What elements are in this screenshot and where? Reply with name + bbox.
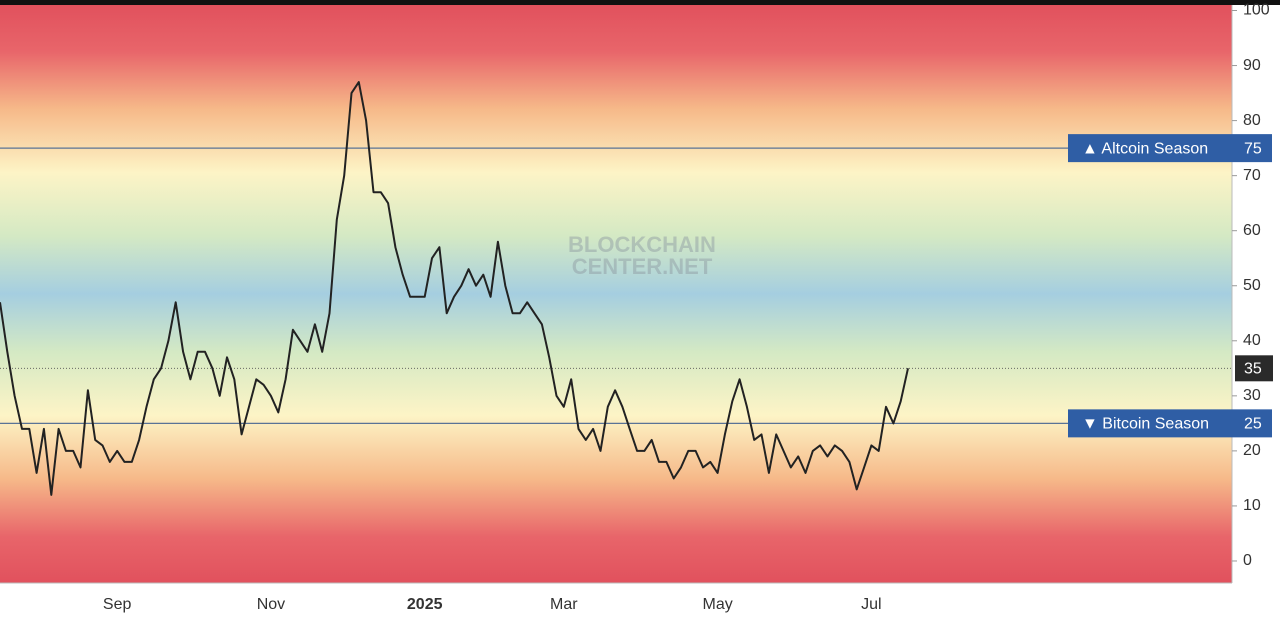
threshold-label: ▲ Altcoin Season: [1082, 140, 1208, 157]
index-line: [0, 81, 909, 496]
watermark: BLOCKCHAIN: [568, 232, 716, 257]
x-tick-label: Sep: [103, 596, 132, 613]
y-tick-label: 100: [1243, 2, 1270, 19]
y-tick-label: 10: [1243, 497, 1261, 514]
y-tick-label: 60: [1243, 222, 1261, 239]
y-tick-label: 50: [1243, 277, 1261, 294]
threshold-value: 25: [1244, 416, 1262, 433]
x-tick-label: Nov: [257, 596, 285, 613]
x-tick-label: 2025: [407, 596, 443, 613]
x-tick-label: Mar: [550, 596, 578, 613]
y-tick-label: 30: [1243, 387, 1261, 404]
plot-background: [0, 5, 1232, 583]
x-tick-label: Jul: [861, 596, 881, 613]
top-bar: [0, 0, 1280, 5]
y-tick-label: 20: [1243, 442, 1261, 459]
x-tick-label: May: [702, 596, 732, 613]
threshold-box: [1068, 134, 1272, 163]
y-tick-label: 70: [1243, 167, 1261, 184]
y-tick-label: 0: [1243, 552, 1252, 569]
threshold-label: ▼ Bitcoin Season: [1082, 416, 1209, 433]
current-value-label: 35: [1244, 361, 1262, 378]
watermark: CENTER.NET: [572, 254, 713, 279]
threshold-box: [1068, 409, 1272, 438]
y-tick-label: 90: [1243, 57, 1261, 74]
y-tick-label: 40: [1243, 332, 1261, 349]
y-tick-label: 80: [1243, 112, 1261, 129]
current-value-box: [1235, 355, 1273, 382]
threshold-value: 75: [1244, 140, 1262, 157]
